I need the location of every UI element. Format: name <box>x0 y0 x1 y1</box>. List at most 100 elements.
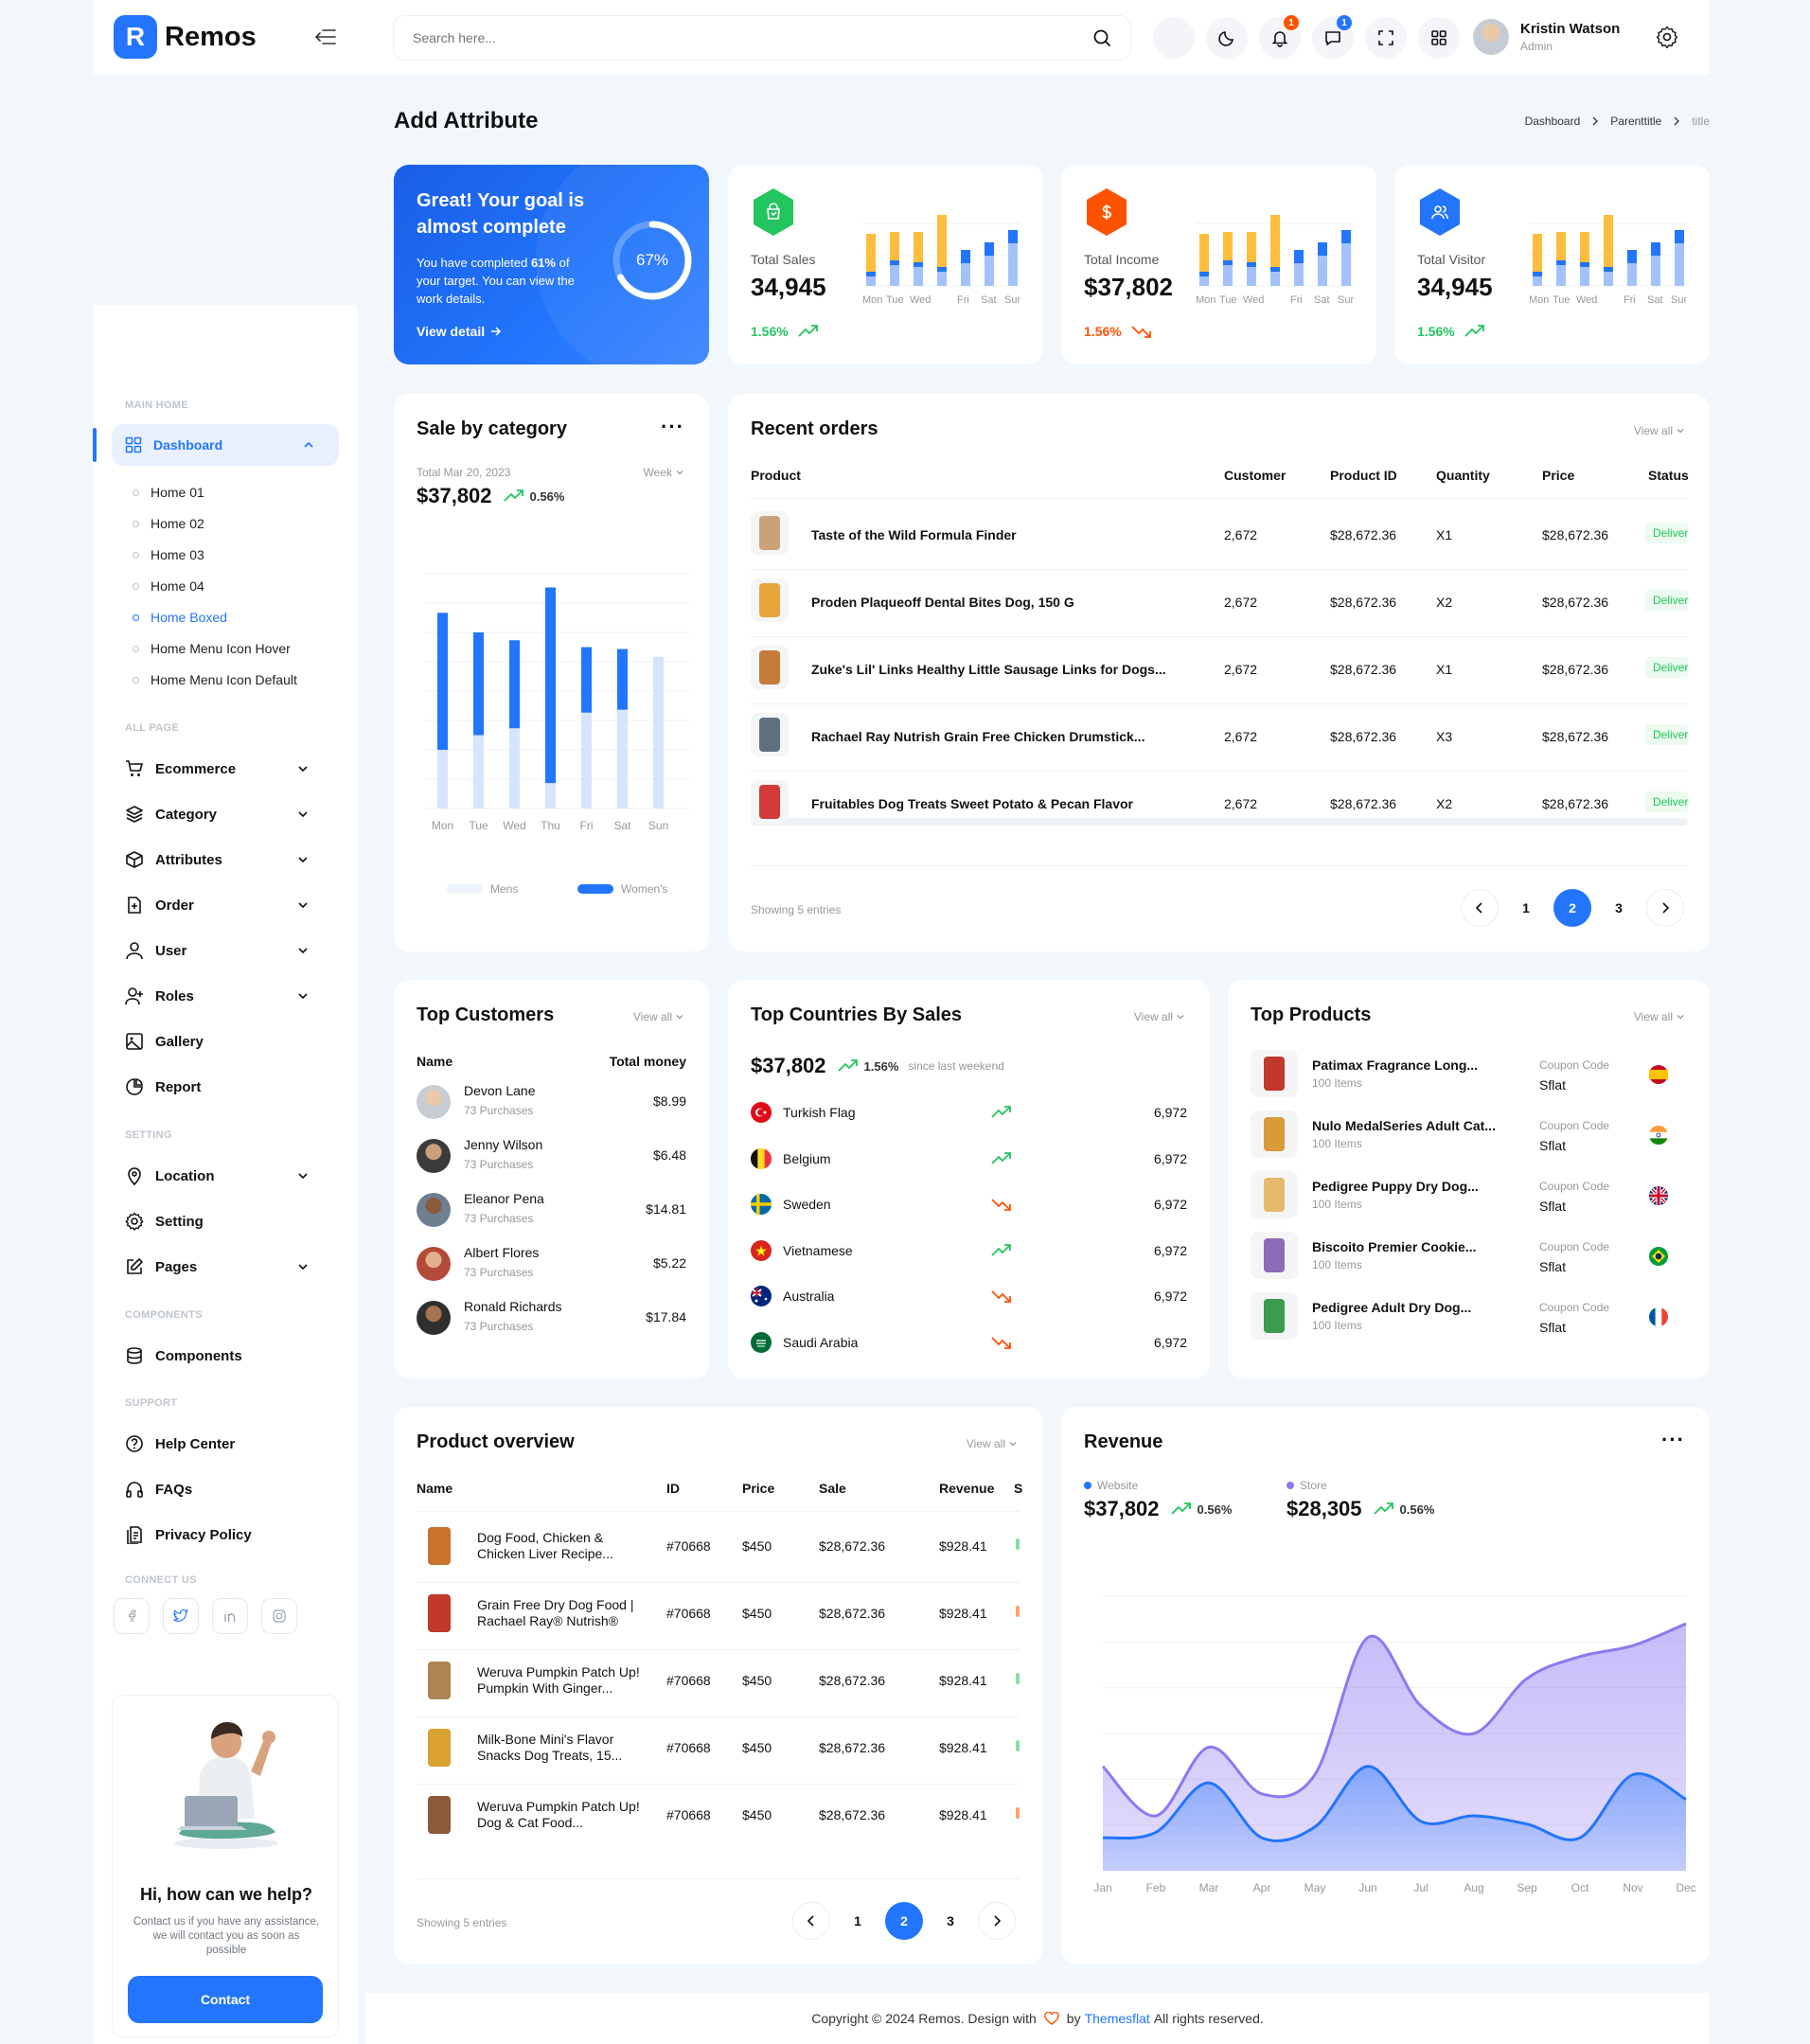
country-name[interactable]: Sweden <box>783 1197 831 1212</box>
goal-progress-ring: 67% <box>612 221 692 300</box>
mini-bar <box>1008 230 1018 286</box>
sidebar-item-location[interactable]: Location <box>125 1155 333 1197</box>
next-page-button[interactable] <box>1646 889 1684 927</box>
product-name[interactable]: Weruva Pumpkin Patch Up! Dog & Cat Food..… <box>477 1799 662 1831</box>
instagram-icon[interactable] <box>261 1598 297 1634</box>
sidebar-item-faqs[interactable]: FAQs <box>125 1468 333 1510</box>
menu-collapse-icon[interactable] <box>314 27 337 49</box>
message-icon[interactable]: 1 <box>1312 15 1354 59</box>
product-name[interactable]: Weruva Pumpkin Patch Up! Pumpkin With Gin… <box>477 1664 662 1697</box>
product-name[interactable]: Patimax Fragrance Long... <box>1312 1058 1479 1073</box>
fullscreen-icon[interactable] <box>1365 17 1407 59</box>
page-2-button[interactable]: 2 <box>885 1902 923 1940</box>
sidebar-item-gallery[interactable]: Gallery <box>125 1021 333 1062</box>
product-name[interactable]: Fruitables Dog Treats Sweet Potato & Pec… <box>811 796 1133 811</box>
page-3-button[interactable]: 3 <box>1615 900 1623 915</box>
product-name[interactable]: Proden Plaqueoff Dental Bites Dog, 150 G <box>811 595 1074 610</box>
dark-mode-icon[interactable] <box>1206 17 1248 59</box>
order-pid: $28,672.36 <box>1330 595 1397 610</box>
sidebar-sub-menu-icon-hover[interactable]: Home Menu Icon Hover <box>151 641 291 656</box>
more-options-icon[interactable]: ··· <box>1661 1428 1685 1451</box>
country-sales-value: 6,972 <box>1153 1105 1187 1120</box>
linkedin-icon[interactable] <box>212 1598 248 1634</box>
sidebar-item-privacy-policy[interactable]: Privacy Policy <box>125 1514 333 1555</box>
next-page-button[interactable] <box>978 1902 1016 1940</box>
sidebar-item-help-center[interactable]: Help Center <box>125 1423 333 1465</box>
product-overview-view-all[interactable]: View all <box>967 1437 1018 1450</box>
customer-name[interactable]: Devon Lane <box>464 1083 536 1098</box>
product-name[interactable]: Zuke's Lil' Links Healthy Little Sausage… <box>811 662 1166 677</box>
sidebar-item-user[interactable]: User <box>125 930 333 971</box>
product-sale: $28,672.36 <box>819 1807 886 1822</box>
sidebar-item-dashboard[interactable]: Dashboard <box>112 424 339 466</box>
search-input[interactable] <box>413 30 981 45</box>
mini-bar <box>1270 272 1280 286</box>
page-2-button[interactable]: 2 <box>1553 889 1591 927</box>
sidebar-item-attributes[interactable]: Attributes <box>125 839 333 880</box>
country-name[interactable]: Turkish Flag <box>783 1105 856 1120</box>
product-name[interactable]: Dog Food, Chicken & Chicken Liver Recipe.… <box>477 1530 662 1562</box>
sidebar-item-ecommerce[interactable]: Ecommerce <box>125 748 333 790</box>
sidebar-item-setting[interactable]: Setting <box>125 1200 333 1242</box>
sidebar-item-order[interactable]: Order <box>125 884 333 926</box>
more-options-icon[interactable]: ··· <box>661 415 684 438</box>
sidebar-item-pages[interactable]: Pages <box>125 1246 333 1288</box>
prev-page-button[interactable] <box>792 1902 830 1940</box>
country-name[interactable]: Saudi Arabia <box>783 1334 859 1350</box>
apps-grid-icon[interactable] <box>1418 17 1460 59</box>
sidebar-item-label: Pages <box>155 1258 198 1275</box>
product-name[interactable]: Rachael Ray Nutrish Grain Free Chicken D… <box>811 729 1145 744</box>
page-3-button[interactable]: 3 <box>947 1913 954 1928</box>
sidebar-sub-home-03[interactable]: Home 03 <box>151 547 204 562</box>
product-name[interactable]: Pedigree Adult Dry Dog... <box>1312 1300 1472 1315</box>
sidebar-item-roles[interactable]: Roles <box>125 975 333 1017</box>
sidebar-item-components[interactable]: Components <box>125 1335 333 1377</box>
page-1-button[interactable]: 1 <box>854 1913 861 1928</box>
page-1-button[interactable]: 1 <box>1522 900 1530 915</box>
top-products-view-all[interactable]: View all <box>1634 1010 1685 1023</box>
sidebar-sub-home-01[interactable]: Home 01 <box>151 485 204 500</box>
country-name[interactable]: Belgium <box>783 1150 831 1166</box>
sidebar-sub-menu-icon-default[interactable]: Home Menu Icon Default <box>151 672 297 687</box>
facebook-icon[interactable] <box>114 1598 150 1634</box>
customer-name[interactable]: Jenny Wilson <box>464 1137 543 1152</box>
settings-gear-icon[interactable] <box>1655 25 1679 52</box>
footer-brand-link[interactable]: Themesflat <box>1084 2011 1150 2026</box>
brand-logo[interactable]: R Remos <box>114 15 257 59</box>
customer-name[interactable]: Eleanor Pena <box>464 1191 544 1206</box>
sidebar-sub-home-04[interactable]: Home 04 <box>151 578 204 594</box>
view-detail-link[interactable]: View detail <box>417 324 502 339</box>
search-icon[interactable] <box>1092 28 1111 47</box>
sidebar-sub-home-02[interactable]: Home 02 <box>151 516 204 531</box>
product-name[interactable]: Grain Free Dry Dog Food | Rachael Ray® Nu… <box>477 1597 662 1629</box>
country-name[interactable]: Australia <box>783 1289 835 1304</box>
mini-day-label: Sun <box>1671 294 1687 306</box>
customer-name[interactable]: Albert Flores <box>464 1245 540 1260</box>
product-name[interactable]: Pedigree Puppy Dry Dog... <box>1312 1179 1479 1194</box>
period-dropdown[interactable]: Week <box>644 466 684 479</box>
pie-chart-icon <box>126 1078 143 1095</box>
prev-page-button[interactable] <box>1461 889 1499 927</box>
product-name[interactable]: Milk-Bone Mini's Flavor Snacks Dog Treats… <box>477 1732 662 1764</box>
recent-orders-view-all[interactable]: View all <box>1634 424 1685 437</box>
customer-name[interactable]: Ronald Richards <box>464 1299 562 1314</box>
product-name[interactable]: Taste of the Wild Formula Finder <box>811 527 1017 542</box>
top-customers-view-all[interactable]: View all <box>633 1010 684 1023</box>
product-name[interactable]: Nulo MedalSeries Adult Cat... <box>1312 1118 1496 1133</box>
sidebar-item-category[interactable]: Category <box>125 793 333 835</box>
product-name[interactable]: Biscoito Premier Cookie... <box>1312 1239 1477 1254</box>
country-name[interactable]: Vietnamese <box>783 1242 853 1258</box>
notification-icon[interactable]: 1 <box>1259 15 1301 59</box>
language-button[interactable] <box>1153 17 1195 59</box>
breadcrumb-dashboard[interactable]: Dashboard <box>1524 115 1581 128</box>
top-countries-view-all[interactable]: View all <box>1134 1010 1185 1023</box>
sidebar-item-report[interactable]: Report <box>125 1066 333 1108</box>
contact-button[interactable]: Contact <box>128 1976 323 2023</box>
horizontal-scrollbar[interactable] <box>751 818 1688 826</box>
bar-womens <box>437 613 448 750</box>
sidebar-sub-home-boxed[interactable]: Home Boxed <box>151 610 227 625</box>
twitter-icon[interactable] <box>163 1598 199 1634</box>
breadcrumb-parent[interactable]: Parenttitle <box>1610 115 1662 128</box>
user-menu[interactable]: Kristin Watson Admin <box>1473 19 1620 55</box>
period-label: Week <box>643 466 672 479</box>
